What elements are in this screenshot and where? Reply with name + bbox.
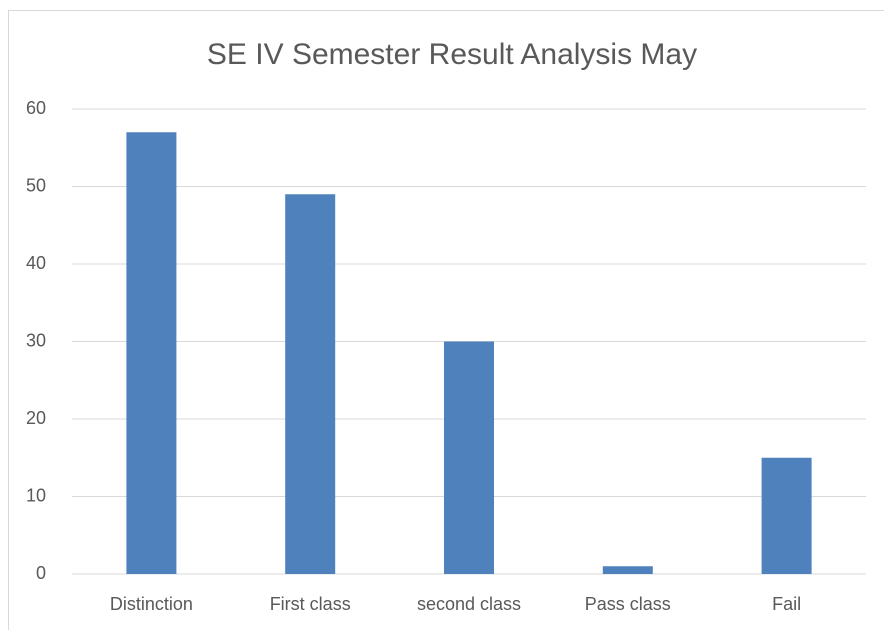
x-tick-label: First class xyxy=(270,594,351,614)
bar xyxy=(444,341,494,574)
y-tick-label: 50 xyxy=(26,175,46,195)
y-tick-label: 0 xyxy=(36,563,46,583)
x-tick-label: second class xyxy=(417,594,521,614)
y-tick-label: 20 xyxy=(26,408,46,428)
bar xyxy=(126,132,177,574)
y-tick-label: 40 xyxy=(26,253,46,273)
y-tick-label: 60 xyxy=(26,98,46,118)
bar xyxy=(761,457,812,574)
y-tick-label: 30 xyxy=(26,330,46,350)
chart-title: SE IV Semester Result Analysis May xyxy=(207,38,697,71)
x-tick-label: Fail xyxy=(772,594,801,614)
bar xyxy=(285,194,336,574)
x-tick-label: Distinction xyxy=(110,594,193,614)
x-tick-label: Pass class xyxy=(585,594,671,614)
y-tick-label: 10 xyxy=(26,485,46,505)
bar xyxy=(602,566,653,574)
